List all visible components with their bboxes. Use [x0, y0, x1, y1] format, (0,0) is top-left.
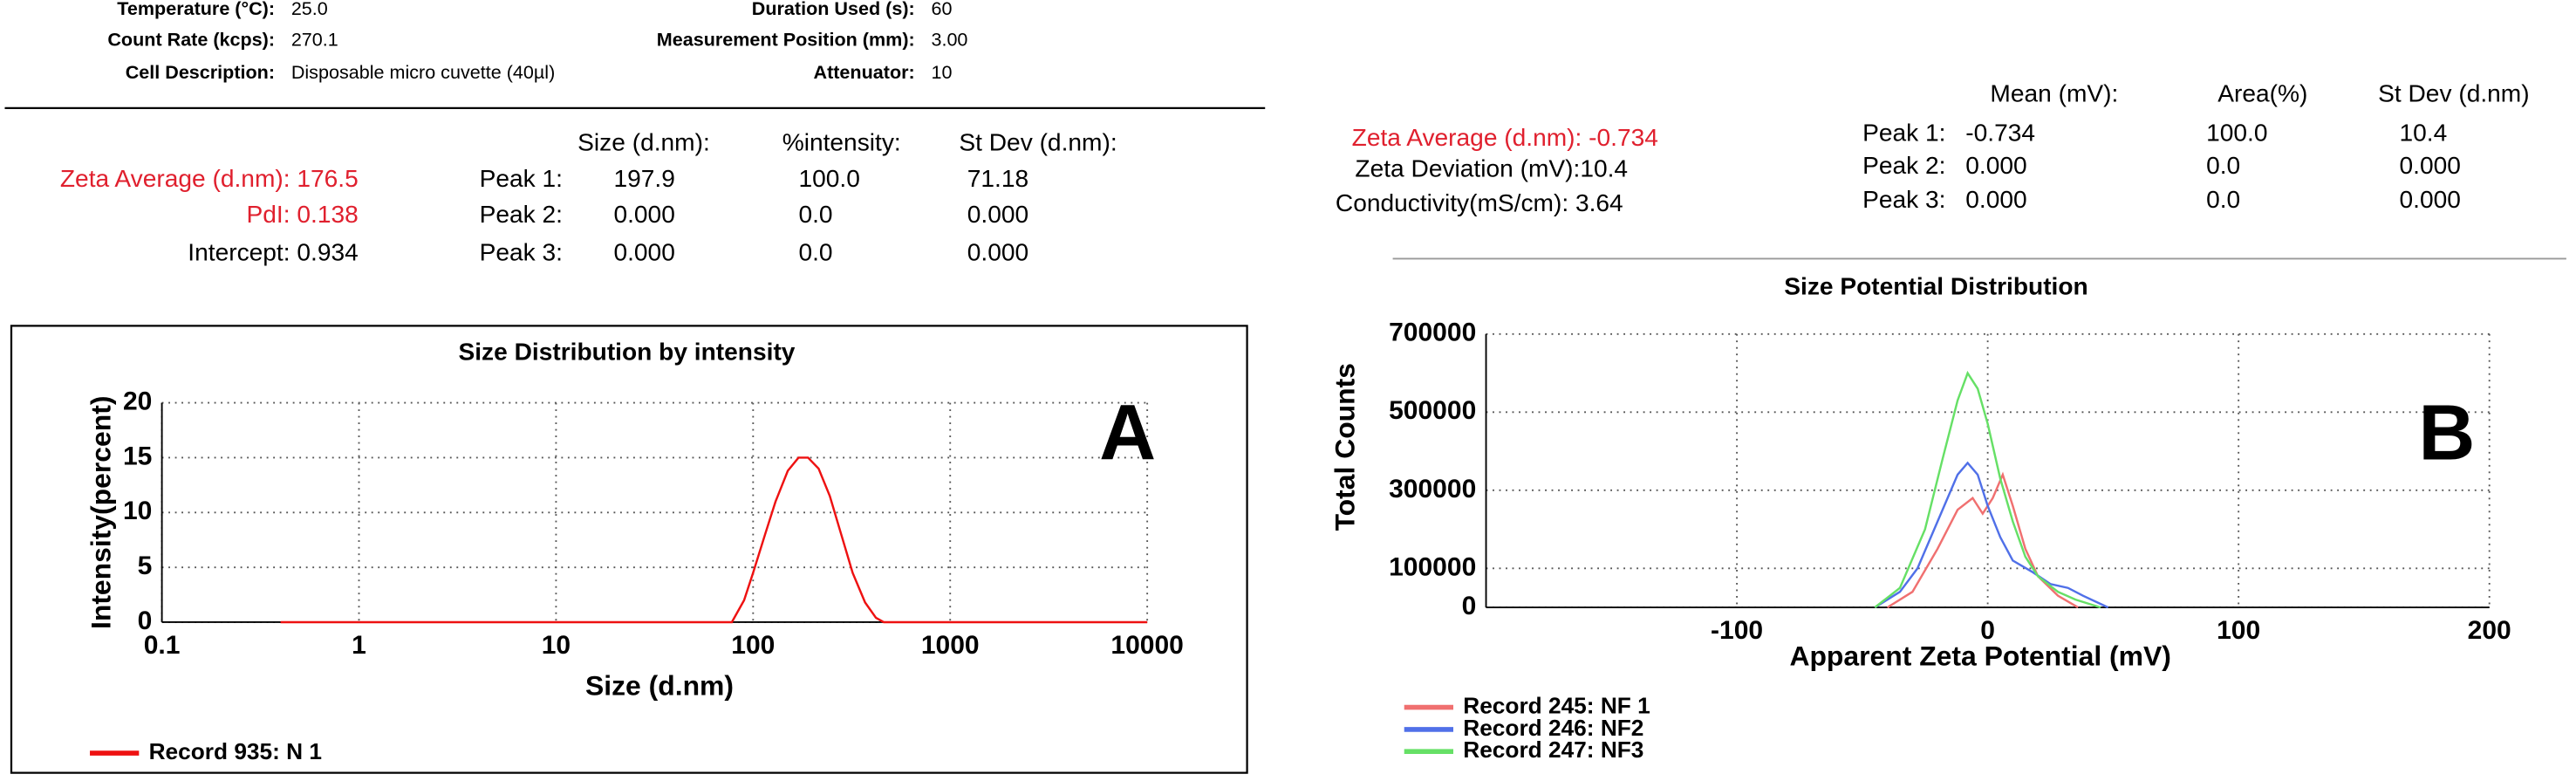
y-tick-label: 0 — [138, 606, 153, 635]
x-tick-label: 100 — [2217, 616, 2260, 645]
row-label: Peak 1: — [480, 165, 563, 192]
cell: 0.000 — [2400, 186, 2461, 213]
y-tick-label: 700000 — [1389, 319, 1476, 347]
row-label: Peak 2: — [480, 201, 563, 228]
x-tick-label: 100 — [731, 631, 775, 660]
cell: 0.000 — [613, 201, 674, 228]
cell: 0.000 — [1965, 186, 2026, 213]
legend-label: Record 247: NF3 — [1463, 736, 1643, 763]
column-header: %intensity: — [782, 129, 901, 156]
cell: 0.000 — [613, 238, 674, 265]
row-label: Peak 3: — [480, 238, 563, 265]
info-value: 25.0 — [291, 0, 328, 19]
data-line — [1874, 461, 2109, 609]
info-value: Disposable micro cuvette (40µl) — [291, 61, 555, 83]
x-tick-label: 0.1 — [144, 631, 181, 660]
panel-letter: A — [1099, 389, 1156, 477]
cell: -0.734 — [1965, 119, 2035, 146]
data-line — [280, 456, 1148, 624]
column-header: St Dev (d.nm): — [959, 129, 1117, 156]
info-label: Cell Description: — [126, 61, 275, 83]
info-label: Temperature (°C): — [117, 0, 275, 19]
cell: 197.9 — [613, 165, 674, 192]
column-header: St Dev (d.nm) — [2378, 79, 2529, 106]
column-header: Size (d.nm): — [577, 129, 710, 156]
x-tick-label: 200 — [2468, 616, 2511, 645]
info-value: 10 — [931, 61, 952, 83]
cell: 100.0 — [798, 165, 859, 192]
info-value: 60 — [931, 0, 952, 19]
info-value: 270.1 — [291, 29, 338, 51]
chart-title: Size Distribution by intensity — [458, 339, 795, 366]
result-line: Zeta Average (d.nm): -0.734 — [1352, 124, 1658, 151]
x-tick-label: 10 — [542, 631, 571, 660]
cell: 0.0 — [2206, 186, 2240, 213]
result-line: PdI: 0.138 — [247, 201, 359, 228]
cell: 0.000 — [1965, 152, 2026, 179]
cell: 71.18 — [967, 165, 1028, 192]
y-tick-label: 10 — [123, 497, 152, 525]
info-label: Measurement Position (mm): — [657, 29, 915, 51]
y-tick-label: 100000 — [1389, 552, 1476, 581]
y-tick-label: 0 — [1462, 592, 1477, 620]
y-tick-label: 20 — [123, 387, 152, 416]
x-tick-label: -100 — [1711, 616, 1763, 645]
legend-label: Record 935: N 1 — [149, 738, 322, 764]
chart-title: Size Potential Distribution — [1784, 273, 2087, 300]
info-value: 3.00 — [931, 29, 967, 51]
y-tick-label: 5 — [138, 551, 153, 580]
x-tick-label: 0 — [1980, 616, 1995, 645]
cell: 0.000 — [2400, 152, 2461, 179]
result-line: Zeta Deviation (mV):10.4 — [1355, 155, 1628, 182]
cell: 100.0 — [2206, 119, 2267, 146]
result-line: Zeta Average (d.nm): 176.5 — [60, 165, 359, 192]
info-label: Duration Used (s): — [752, 0, 915, 19]
x-tick-label: 1 — [352, 631, 366, 660]
data-line — [1886, 471, 2079, 609]
cell: 0.000 — [967, 201, 1028, 228]
y-tick-label: 500000 — [1389, 396, 1476, 425]
y-tick-label: 300000 — [1389, 475, 1476, 504]
column-header: Area(%) — [2217, 79, 2307, 106]
info-label: Attenuator: — [814, 61, 915, 83]
info-label: Count Rate (kcps): — [107, 29, 275, 51]
result-line: Intercept: 0.934 — [188, 238, 358, 265]
panel-frame — [10, 325, 1248, 774]
legend-label: Record 245: NF 1 — [1463, 693, 1650, 719]
x-axis-label: Size (d.nm) — [585, 669, 734, 701]
legend-label: Record 246: NF2 — [1463, 715, 1643, 741]
row-label: Peak 1: — [1862, 119, 1945, 146]
x-tick-label: 10000 — [1110, 631, 1183, 660]
y-tick-label: 15 — [123, 442, 152, 470]
y-axis-label: Total Counts — [1329, 363, 1360, 531]
cell: 0.0 — [2206, 152, 2240, 179]
cell: 0.0 — [798, 201, 832, 228]
panel-letter: B — [2418, 389, 2475, 477]
x-tick-label: 1000 — [921, 631, 980, 660]
cell: 10.4 — [2400, 119, 2448, 146]
cell: 0.000 — [967, 238, 1028, 265]
result-line: Conductivity(mS/cm): 3.64 — [1336, 189, 1623, 216]
y-axis-label: Intensity(percent) — [85, 396, 116, 629]
row-label: Peak 2: — [1862, 152, 1945, 179]
data-line — [1874, 370, 2101, 609]
x-axis-label: Apparent Zeta Potential (mV) — [1789, 641, 2170, 672]
row-label: Peak 3: — [1862, 186, 1945, 213]
column-header: Mean (mV): — [1990, 79, 2118, 106]
cell: 0.0 — [798, 238, 832, 265]
